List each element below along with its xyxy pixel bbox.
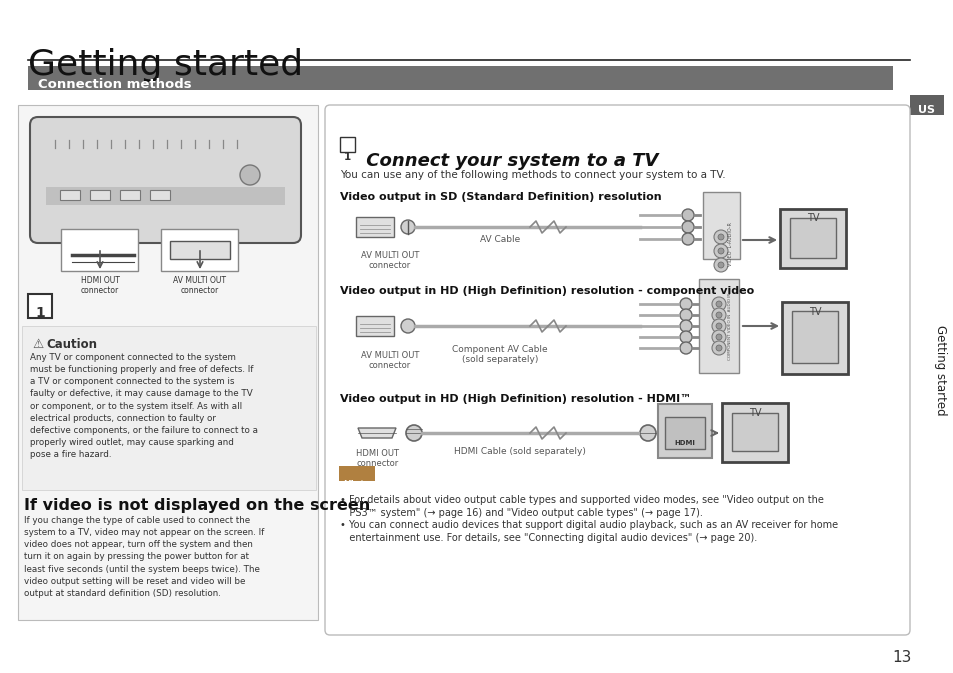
Text: Caution: Caution <box>46 338 97 351</box>
Circle shape <box>406 425 421 441</box>
Text: HDMI OUT
connector: HDMI OUT connector <box>80 276 119 295</box>
Circle shape <box>713 244 727 258</box>
Circle shape <box>679 309 691 321</box>
Text: TV: TV <box>808 307 821 317</box>
Bar <box>789 218 835 258</box>
FancyBboxPatch shape <box>721 403 787 462</box>
Bar <box>791 311 837 363</box>
Text: TV: TV <box>748 408 760 418</box>
Text: AV MULTI OUT
connector: AV MULTI OUT connector <box>360 351 418 370</box>
Text: If video is not displayed on the screen: If video is not displayed on the screen <box>24 498 370 513</box>
Circle shape <box>400 220 415 234</box>
Bar <box>355 217 394 237</box>
Text: • For details about video output cable types and supported video modes, see "Vid: • For details about video output cable t… <box>339 495 823 518</box>
Text: 1: 1 <box>35 306 45 320</box>
Circle shape <box>681 221 693 233</box>
FancyBboxPatch shape <box>699 279 739 373</box>
Text: Connection methods: Connection methods <box>38 78 192 91</box>
Text: US: US <box>918 105 935 115</box>
Text: AV MULTI OUT
connector: AV MULTI OUT connector <box>360 251 418 271</box>
Circle shape <box>711 319 725 333</box>
Text: HDMI: HDMI <box>674 440 695 446</box>
Circle shape <box>681 209 693 221</box>
Bar <box>120 190 140 200</box>
Text: Getting started: Getting started <box>28 48 303 82</box>
Text: TV: TV <box>806 213 819 223</box>
Bar <box>664 417 704 449</box>
Text: COMPONENT VIDEO IN  AUDIO IN: COMPONENT VIDEO IN AUDIO IN <box>727 292 731 359</box>
Circle shape <box>679 342 691 354</box>
Circle shape <box>639 425 656 441</box>
Text: • You can connect audio devices that support digital audio playback, such as an : • You can connect audio devices that sup… <box>339 520 838 543</box>
FancyBboxPatch shape <box>18 105 317 620</box>
Text: VIDEO  L-AUDIO-R: VIDEO L-AUDIO-R <box>728 222 733 266</box>
Circle shape <box>716 334 721 340</box>
Text: Video output in HD (High Definition) resolution - component video: Video output in HD (High Definition) res… <box>339 286 754 296</box>
Circle shape <box>716 323 721 329</box>
Bar <box>60 190 80 200</box>
Text: HDMI OUT
connector: HDMI OUT connector <box>356 449 399 468</box>
Text: AV MULTI OUT
connector: AV MULTI OUT connector <box>173 276 226 295</box>
Circle shape <box>240 165 260 185</box>
FancyBboxPatch shape <box>781 302 847 374</box>
Text: If you change the type of cable used to connect the
system to a TV, video may no: If you change the type of cable used to … <box>24 516 264 598</box>
Circle shape <box>716 345 721 351</box>
Text: You can use any of the following methods to connect your system to a TV.: You can use any of the following methods… <box>339 170 725 180</box>
Text: Connect your system to a TV: Connect your system to a TV <box>359 152 658 170</box>
Bar <box>731 413 778 451</box>
Circle shape <box>718 248 723 254</box>
Circle shape <box>711 297 725 311</box>
Circle shape <box>718 262 723 268</box>
Circle shape <box>713 258 727 272</box>
Bar <box>28 66 892 90</box>
Bar <box>339 137 355 152</box>
Circle shape <box>716 301 721 307</box>
Polygon shape <box>357 428 395 438</box>
Text: HDMI Cable (sold separately): HDMI Cable (sold separately) <box>454 447 585 456</box>
Circle shape <box>711 330 725 344</box>
FancyBboxPatch shape <box>658 404 711 458</box>
Circle shape <box>718 234 723 240</box>
Bar <box>355 316 394 336</box>
Circle shape <box>713 230 727 244</box>
Bar <box>909 95 943 115</box>
FancyBboxPatch shape <box>338 466 375 481</box>
Circle shape <box>679 298 691 310</box>
Bar <box>46 187 285 205</box>
FancyBboxPatch shape <box>30 117 301 243</box>
FancyBboxPatch shape <box>780 209 845 268</box>
Bar <box>170 241 230 259</box>
Circle shape <box>681 233 693 245</box>
Circle shape <box>679 320 691 332</box>
Text: Hints: Hints <box>343 480 370 489</box>
Circle shape <box>711 308 725 322</box>
Circle shape <box>400 319 415 333</box>
Text: AV Cable: AV Cable <box>479 235 519 244</box>
FancyBboxPatch shape <box>702 192 740 259</box>
Circle shape <box>716 312 721 318</box>
FancyBboxPatch shape <box>61 229 138 271</box>
FancyBboxPatch shape <box>325 105 909 635</box>
Text: 13: 13 <box>892 650 911 665</box>
Text: ⚠: ⚠ <box>32 338 43 351</box>
FancyBboxPatch shape <box>161 229 237 271</box>
Text: Getting started: Getting started <box>934 324 946 415</box>
Text: Any TV or component connected to the system
must be functioning properly and fre: Any TV or component connected to the sys… <box>30 353 257 459</box>
FancyBboxPatch shape <box>22 326 315 490</box>
Bar <box>150 190 170 200</box>
Bar <box>90 190 110 200</box>
Circle shape <box>711 341 725 355</box>
Text: Video output in SD (Standard Definition) resolution: Video output in SD (Standard Definition)… <box>339 192 661 202</box>
Circle shape <box>679 331 691 343</box>
Text: 1: 1 <box>343 152 351 162</box>
Bar <box>28 294 52 318</box>
Text: Component AV Cable
(sold separately): Component AV Cable (sold separately) <box>452 345 547 364</box>
Text: Video output in HD (High Definition) resolution - HDMI™: Video output in HD (High Definition) res… <box>339 394 691 404</box>
